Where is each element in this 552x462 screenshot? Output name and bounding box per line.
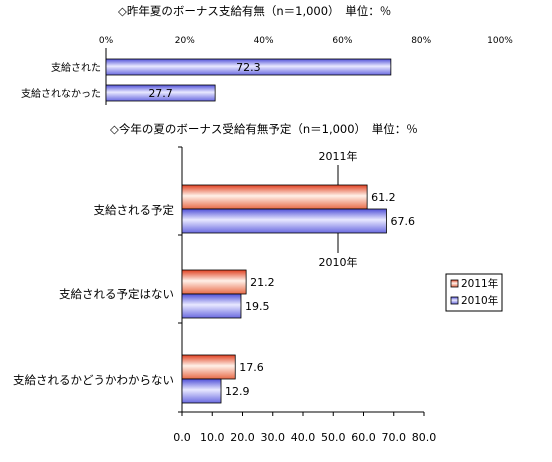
chart2-x-ticks: 0.0 10.0 20.0 30.0 40.0 50.0 60.0 70.0 80.0 xyxy=(173,146,437,444)
chart1-x-tick-label: 0% xyxy=(99,36,114,46)
chart2-x-tick-label: 0.0 xyxy=(173,431,191,444)
chart2-bar-2011 xyxy=(181,269,247,295)
chart1-category-label: 支給されなかった xyxy=(21,87,101,100)
chart2-bar-2010 xyxy=(181,378,222,404)
chart1-bar xyxy=(105,84,216,102)
chart1-bar-value: 27.7 xyxy=(148,87,173,100)
chart1-x-ticks: 0% 20% 40% 60% 80% 100% xyxy=(99,36,513,46)
chart2-x-tick-label: 30.0 xyxy=(261,431,286,444)
chart2-x-tick-label: 20.0 xyxy=(230,431,255,444)
legend-swatch-2010 xyxy=(450,296,459,305)
legend-swatch-2011 xyxy=(450,279,459,288)
chart2-category-label: 支給されるかどうかわからない xyxy=(13,373,174,387)
annotation-2010-label: 2010年 xyxy=(319,255,358,269)
chart2-bars: 支給される予定 61.2 67.6 支給される予定はない 21.2 19.5 支給されるかど… xyxy=(13,184,415,404)
chart1-x-tick-label: 100% xyxy=(487,36,513,46)
chart1-bar xyxy=(105,58,392,76)
chart2-category-label: 支給される予定 xyxy=(94,203,175,217)
chart1-x-tick-label: 80% xyxy=(411,36,431,46)
chart2-bar-value: 12.9 xyxy=(225,385,250,398)
chart2-bar-2010 xyxy=(181,208,387,234)
chart1-x-tick-label: 20% xyxy=(175,36,195,46)
chart1-category-label: 支給された xyxy=(51,61,101,74)
chart1-title: ◇昨年夏のボーナス支給有無（n＝1,000） 単位：％ xyxy=(118,4,391,18)
chart2-bar-value: 67.6 xyxy=(390,215,415,228)
chart2-bar-value: 17.6 xyxy=(239,361,263,374)
chart2-x-tick-label: 80.0 xyxy=(412,431,437,444)
chart2-x-tick-label: 50.0 xyxy=(321,431,346,444)
chart2-x-tick-label: 10.0 xyxy=(200,431,225,444)
chart1-x-tick-label: 40% xyxy=(254,36,274,46)
chart2-bar-value: 61.2 xyxy=(371,191,396,204)
legend-label-2010: 2010年 xyxy=(461,294,498,307)
chart1-bar-value: 72.3 xyxy=(236,61,261,74)
chart1-x-tick-label: 60% xyxy=(332,36,352,46)
chart2-bar-2011 xyxy=(181,354,236,380)
chart1-bars: 72.3 支給された 27.7 支給されなかった xyxy=(21,58,392,102)
chart2-legend: 2011年 2010年 xyxy=(445,273,503,312)
chart2-bar-2010 xyxy=(181,293,242,319)
chart2-x-tick-label: 70.0 xyxy=(382,431,407,444)
chart2-category-label: 支給される予定はない xyxy=(59,287,174,301)
chart2-title: ◇今年の夏のボーナス受給有無予定（n＝1,000） 単位：％ xyxy=(110,122,418,136)
chart2-x-tick-label: 40.0 xyxy=(291,431,316,444)
legend-label-2011: 2011年 xyxy=(461,277,498,290)
chart2-bar-value: 19.5 xyxy=(245,300,269,313)
chart2-bar-2011 xyxy=(181,184,368,210)
chart2-x-tick-label: 60.0 xyxy=(351,431,376,444)
annotation-2011-label: 2011年 xyxy=(319,149,358,163)
chart2-bar-value: 21.2 xyxy=(250,276,275,289)
